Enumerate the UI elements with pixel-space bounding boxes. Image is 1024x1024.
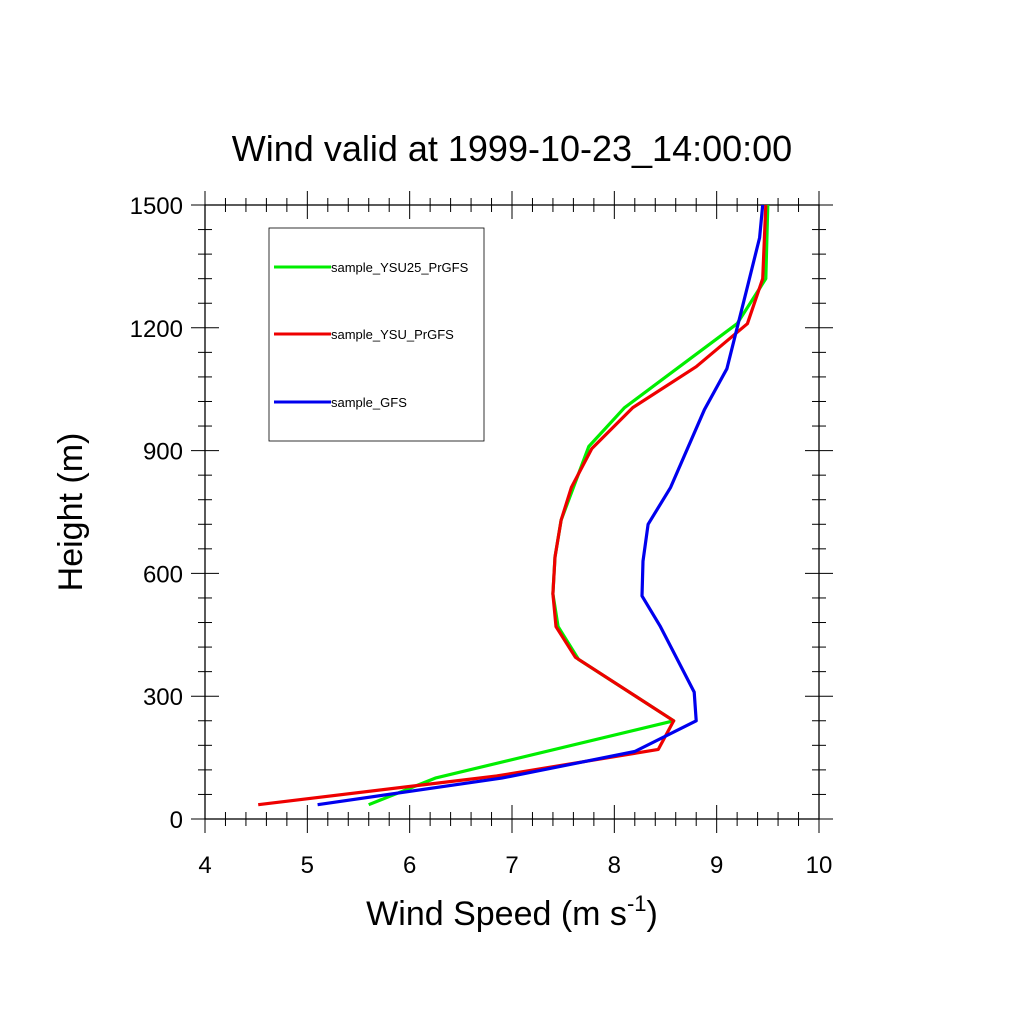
y-tick-label: 600	[143, 561, 183, 588]
series-line-sample_GFS	[317, 204, 765, 807]
legend-entries: sample_YSU25_PrGFS sample_YSU_PrGFSsample…	[274, 260, 469, 410]
y-tick-label: 0	[170, 807, 183, 834]
x-tick-label: 7	[505, 852, 518, 879]
axis-tick-labels: 4 5 6 7 8 9 10 0 300 600 900 1200 1500	[130, 193, 833, 879]
x-axis-label-text: Wind Speed (m s	[366, 895, 627, 933]
legend-label: sample_YSU_PrGFS	[331, 327, 454, 342]
x-axis-label-superscript: -1	[627, 891, 647, 916]
y-tick-label: 1500	[130, 193, 183, 220]
x-tick-label: 9	[710, 852, 723, 879]
x-tick-label: 10	[806, 852, 833, 879]
x-tick-label: 5	[301, 852, 314, 879]
x-tick-label: 4	[198, 852, 211, 879]
x-axis-label-close: )	[647, 895, 658, 933]
legend-label: sample_YSU25_PrGFS	[331, 260, 469, 275]
data-series	[258, 204, 770, 807]
y-axis-label: Height (m)	[52, 433, 90, 592]
x-tick-label: 6	[403, 852, 416, 879]
legend-label: sample_GFS	[331, 395, 407, 410]
chart-title: Wind valid at 1999-10-23_14:00:00	[232, 128, 792, 169]
x-tick-label: 8	[608, 852, 621, 879]
y-tick-label: 300	[143, 684, 183, 711]
y-tick-label: 900	[143, 439, 183, 466]
x-axis-label: Wind Speed (m s-1)	[366, 891, 658, 933]
y-tick-label: 1200	[130, 316, 183, 343]
axis-ticks	[191, 191, 833, 833]
legend: sample_YSU25_PrGFS sample_YSU_PrGFSsample…	[268, 227, 485, 442]
